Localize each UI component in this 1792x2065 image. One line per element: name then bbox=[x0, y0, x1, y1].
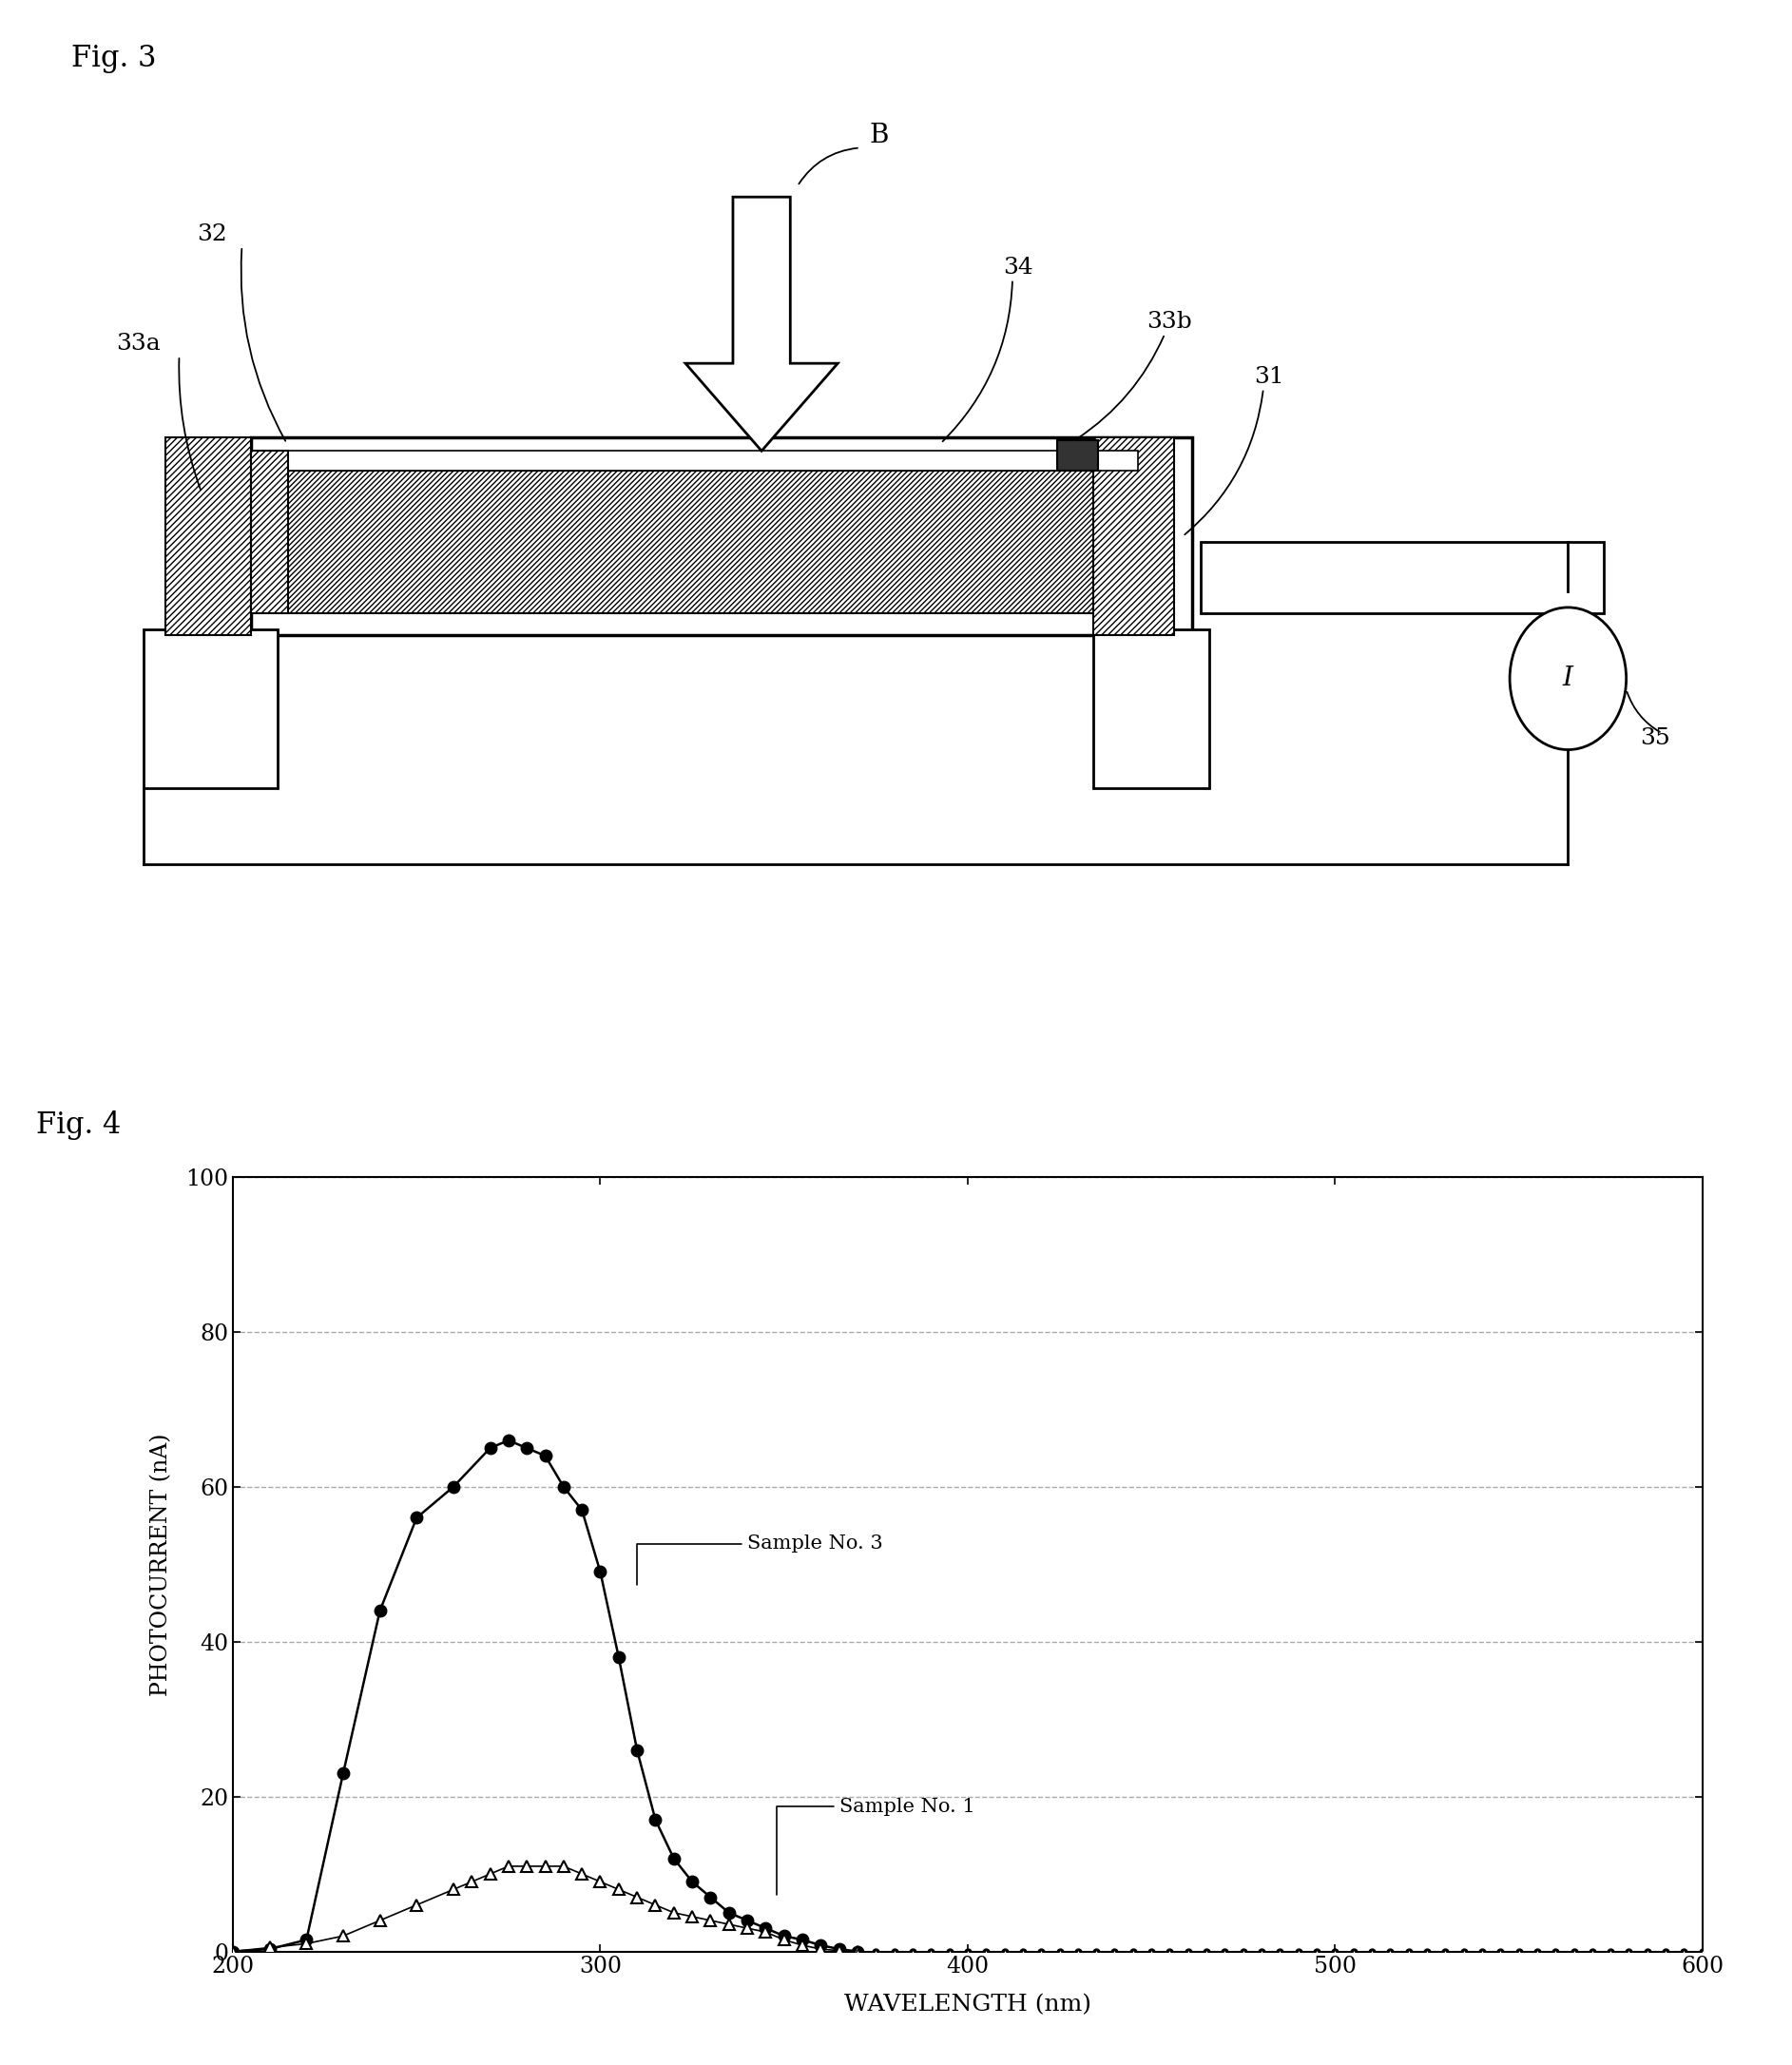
Text: B: B bbox=[869, 122, 889, 149]
Circle shape bbox=[1509, 607, 1627, 750]
Text: Sample No. 1: Sample No. 1 bbox=[776, 1799, 975, 1894]
Text: I: I bbox=[1563, 665, 1573, 692]
FancyArrow shape bbox=[686, 196, 837, 450]
Bar bbox=[1093, 630, 1210, 789]
Text: 31: 31 bbox=[1254, 366, 1285, 388]
Bar bbox=[1201, 541, 1604, 613]
Text: 35: 35 bbox=[1640, 727, 1670, 750]
Bar bbox=[251, 438, 1192, 634]
Bar bbox=[287, 450, 1138, 471]
Bar bbox=[251, 450, 289, 613]
Text: Fig. 4: Fig. 4 bbox=[36, 1111, 120, 1140]
Text: 34: 34 bbox=[1004, 256, 1034, 279]
Y-axis label: PHOTOCURRENT (nA): PHOTOCURRENT (nA) bbox=[151, 1433, 172, 1695]
Bar bbox=[167, 438, 251, 634]
Text: Sample No. 3: Sample No. 3 bbox=[638, 1534, 883, 1584]
Bar bbox=[287, 471, 1138, 613]
Text: 32: 32 bbox=[197, 223, 228, 246]
Text: 33a: 33a bbox=[116, 332, 161, 355]
Bar bbox=[1093, 438, 1174, 634]
Text: 33b: 33b bbox=[1147, 312, 1192, 332]
Bar bbox=[143, 630, 278, 789]
Bar bbox=[1057, 440, 1097, 471]
Text: Fig. 3: Fig. 3 bbox=[72, 43, 156, 72]
X-axis label: WAVELENGTH (nm): WAVELENGTH (nm) bbox=[844, 1995, 1091, 2015]
